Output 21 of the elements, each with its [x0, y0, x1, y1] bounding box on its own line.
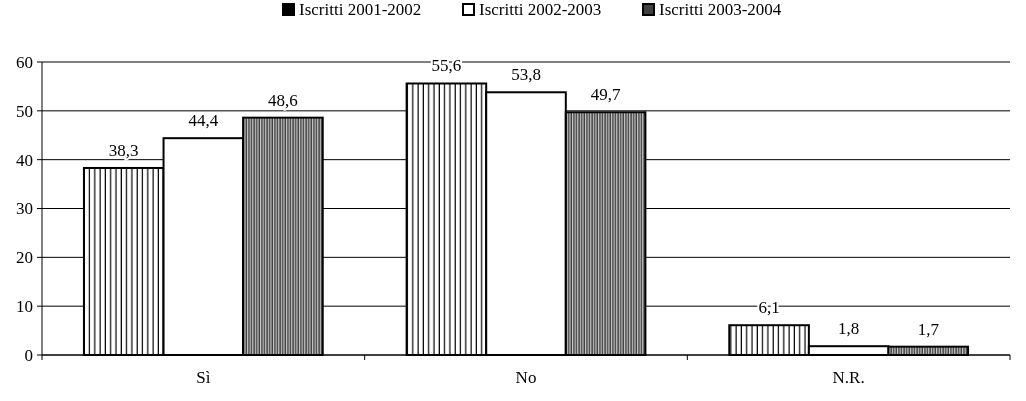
- x-tick-label: No: [515, 368, 537, 387]
- legend-label: Iscritti 2003-2004: [659, 0, 782, 19]
- x-tick-label: Sì: [196, 368, 211, 387]
- y-tick-label: 20: [16, 248, 33, 268]
- data-label: 48,6: [268, 90, 298, 110]
- y-tick-label: 60: [16, 52, 33, 72]
- y-tick-label: 40: [16, 150, 33, 170]
- data-label: 1,8: [838, 319, 860, 339]
- x-tick-label: N.R.: [832, 368, 865, 387]
- data-label: 49,7: [590, 85, 621, 105]
- y-tick-label: 0: [24, 345, 33, 365]
- data-label: 53,8: [511, 65, 541, 85]
- data-label: 55,6: [431, 56, 462, 76]
- legend-label: Iscritti 2001-2002: [299, 0, 422, 19]
- y-tick-label: 50: [16, 101, 33, 121]
- y-tick-label: 30: [16, 199, 33, 219]
- y-tick-label: 10: [16, 297, 33, 317]
- legend-label: Iscritti 2002-2003: [479, 0, 602, 19]
- data-label: 44,4: [188, 111, 219, 131]
- data-label: 1,7: [917, 319, 940, 339]
- data-label: 38,3: [108, 140, 139, 160]
